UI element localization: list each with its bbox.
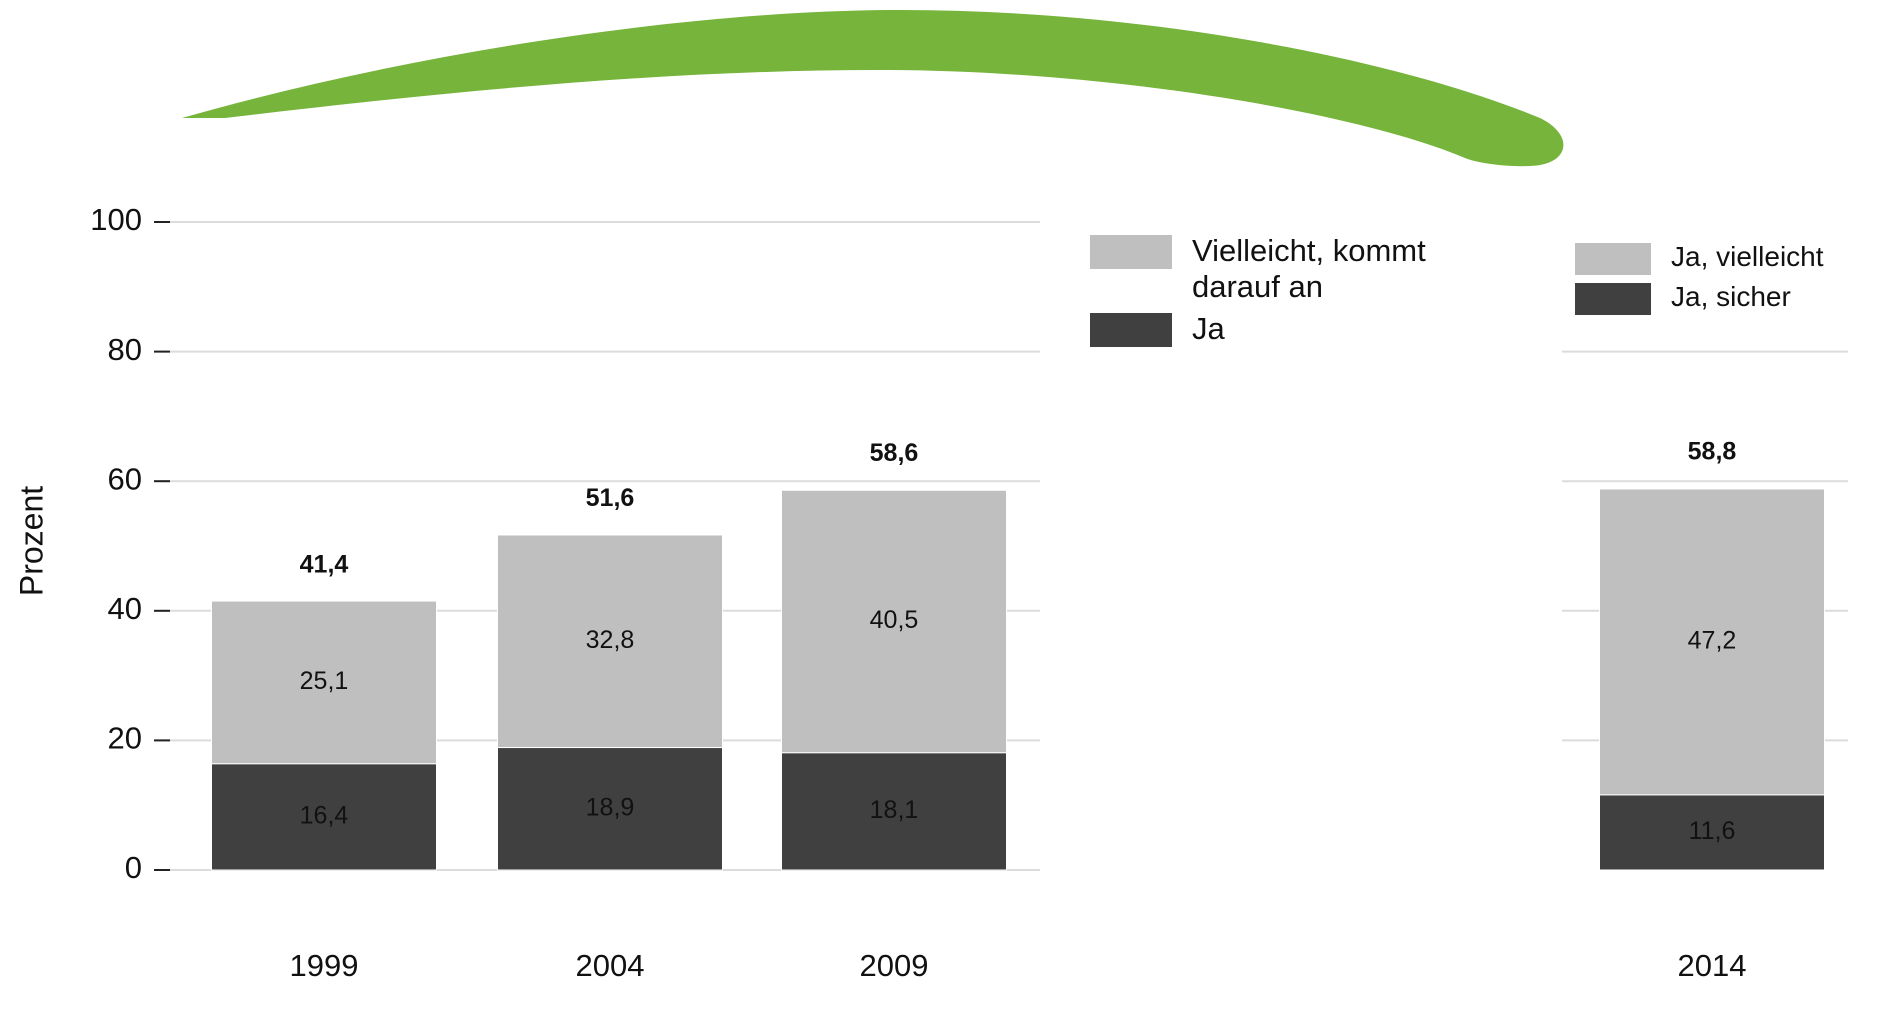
legend-item: Ja, sicher — [1575, 281, 1875, 315]
value-label: 18,9 — [586, 793, 635, 821]
value-label: 25,1 — [300, 667, 349, 695]
legend-swatch — [1090, 235, 1172, 269]
legend: Vielleicht, kommt darauf an Ja — [1090, 233, 1510, 353]
y-tick-label: 60 — [108, 461, 142, 496]
legend-label: Ja — [1192, 311, 1225, 347]
y-tick-label: 0 — [125, 850, 142, 885]
x-tick-label: 1999 — [290, 948, 359, 983]
legend-swatch — [1090, 313, 1172, 347]
value-label: 16,4 — [300, 801, 349, 829]
page: 0 20 40 60 80 100 Prozent 16,4 25,1 41,4 1999 18,9 3… — [0, 0, 1877, 1009]
legend-swatch — [1575, 283, 1651, 315]
legend-item: Vielleicht, kommt darauf an — [1090, 233, 1510, 305]
total-label: 58,6 — [870, 439, 919, 467]
value-label: 11,6 — [1689, 817, 1736, 845]
y-tick-label: 80 — [108, 332, 142, 367]
value-label: 18,1 — [870, 796, 919, 824]
value-label: 32,8 — [586, 626, 635, 654]
legend-label: Vielleicht, kommt darauf an — [1192, 233, 1510, 305]
legend-label: Ja, vielleicht — [1671, 241, 1824, 273]
x-tick-label: 2004 — [576, 948, 645, 983]
y-tick-label: 100 — [90, 202, 142, 237]
legend-swatch — [1575, 243, 1651, 275]
total-label: 58,8 — [1688, 438, 1737, 466]
legend: Ja, vielleicht Ja, sicher — [1575, 241, 1875, 321]
x-tick-label: 2009 — [860, 948, 929, 983]
value-label: 40,5 — [870, 606, 919, 634]
total-label: 51,6 — [586, 484, 635, 512]
total-label: 41,4 — [300, 550, 349, 578]
value-label: 47,2 — [1688, 627, 1737, 655]
y-tick-label: 40 — [108, 591, 142, 626]
y-axis-label: Prozent — [13, 486, 49, 596]
x-tick-label: 2014 — [1678, 948, 1747, 983]
legend-item: Ja — [1090, 311, 1510, 347]
decor-swoosh — [182, 10, 1563, 166]
chart: 0 20 40 60 80 100 Prozent 16,4 25,1 41,4 1999 18,9 3… — [0, 0, 1877, 1009]
y-tick-label: 20 — [108, 721, 142, 756]
legend-label: Ja, sicher — [1671, 281, 1791, 313]
legend-item: Ja, vielleicht — [1575, 241, 1875, 275]
